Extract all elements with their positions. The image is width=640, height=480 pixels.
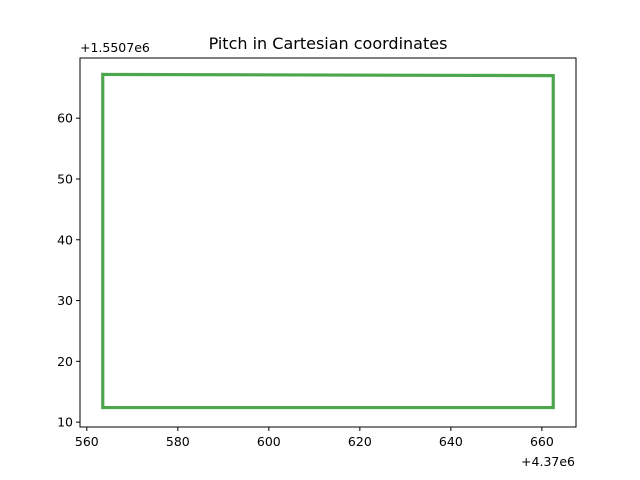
- y-tick-label-4: 50: [57, 171, 73, 186]
- axes-frame: [79, 57, 577, 428]
- y-tick-label-2: 30: [57, 293, 73, 308]
- y-tick-label-0: 10: [57, 415, 73, 430]
- x-tick-label-0: 560: [75, 434, 99, 449]
- x-tick-label-1: 580: [166, 434, 190, 449]
- x-tick-label-5: 660: [530, 434, 554, 449]
- x-tick-label-2: 600: [257, 434, 281, 449]
- x-tick-label-4: 640: [439, 434, 463, 449]
- y-tick-label-5: 60: [57, 111, 73, 126]
- plot-area: 560 580 600 620 640 660 10 20 30 40 50 60: [57, 72, 555, 449]
- y-tick-label-1: 20: [57, 354, 73, 369]
- chart-title: Pitch in Cartesian coordinates: [209, 34, 448, 53]
- y-offset-label: +1.5507e6: [80, 40, 150, 55]
- y-tick-label-3: 40: [57, 232, 73, 247]
- series-line-0: [101, 72, 555, 410]
- x-offset-label: +4.37e6: [521, 454, 575, 469]
- x-tick-label-3: 620: [348, 434, 372, 449]
